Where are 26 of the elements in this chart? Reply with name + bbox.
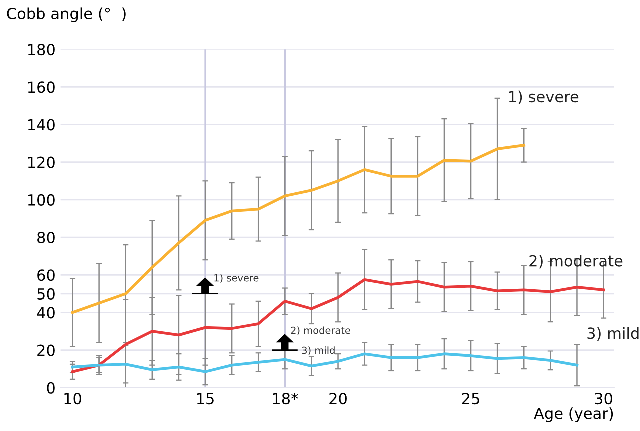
y-tick-label: 160 <box>28 82 55 94</box>
y-tick-label: 40 <box>37 307 55 319</box>
x-axis-title: Age (year) <box>534 408 614 422</box>
x-tick-label: 30 <box>595 393 612 405</box>
series-label: 3) mild <box>588 327 639 342</box>
x-tick-label: 10 <box>64 393 82 405</box>
y-tick-label: 60 <box>38 270 55 282</box>
series-label: 2) moderate <box>530 254 623 269</box>
x-tick-label: 20 <box>330 393 347 405</box>
y-axis-title: Cobb angle (° ) <box>7 8 126 22</box>
line-series <box>71 144 526 314</box>
x-tick-label: 15 <box>197 393 214 405</box>
annotation: 2) moderate <box>291 326 350 336</box>
y-tick-label: 0 <box>47 382 55 394</box>
y-tick-label: 50 <box>38 288 55 300</box>
text: 1) severe <box>509 90 579 104</box>
annotation: 3) mild <box>302 346 335 356</box>
x-tick-label: 25 <box>462 393 480 405</box>
y-tick-label: 100 <box>28 194 55 206</box>
y-tick-label: 80 <box>38 232 55 244</box>
y-tick-label: 20 <box>38 344 55 356</box>
y-tick-label: 140 <box>28 119 55 131</box>
y-tick-label: 120 <box>28 156 55 168</box>
annotation: 1) severe <box>214 274 259 283</box>
y-tick-label: 180 <box>28 44 55 56</box>
x-tick-label: 18* <box>273 393 298 405</box>
